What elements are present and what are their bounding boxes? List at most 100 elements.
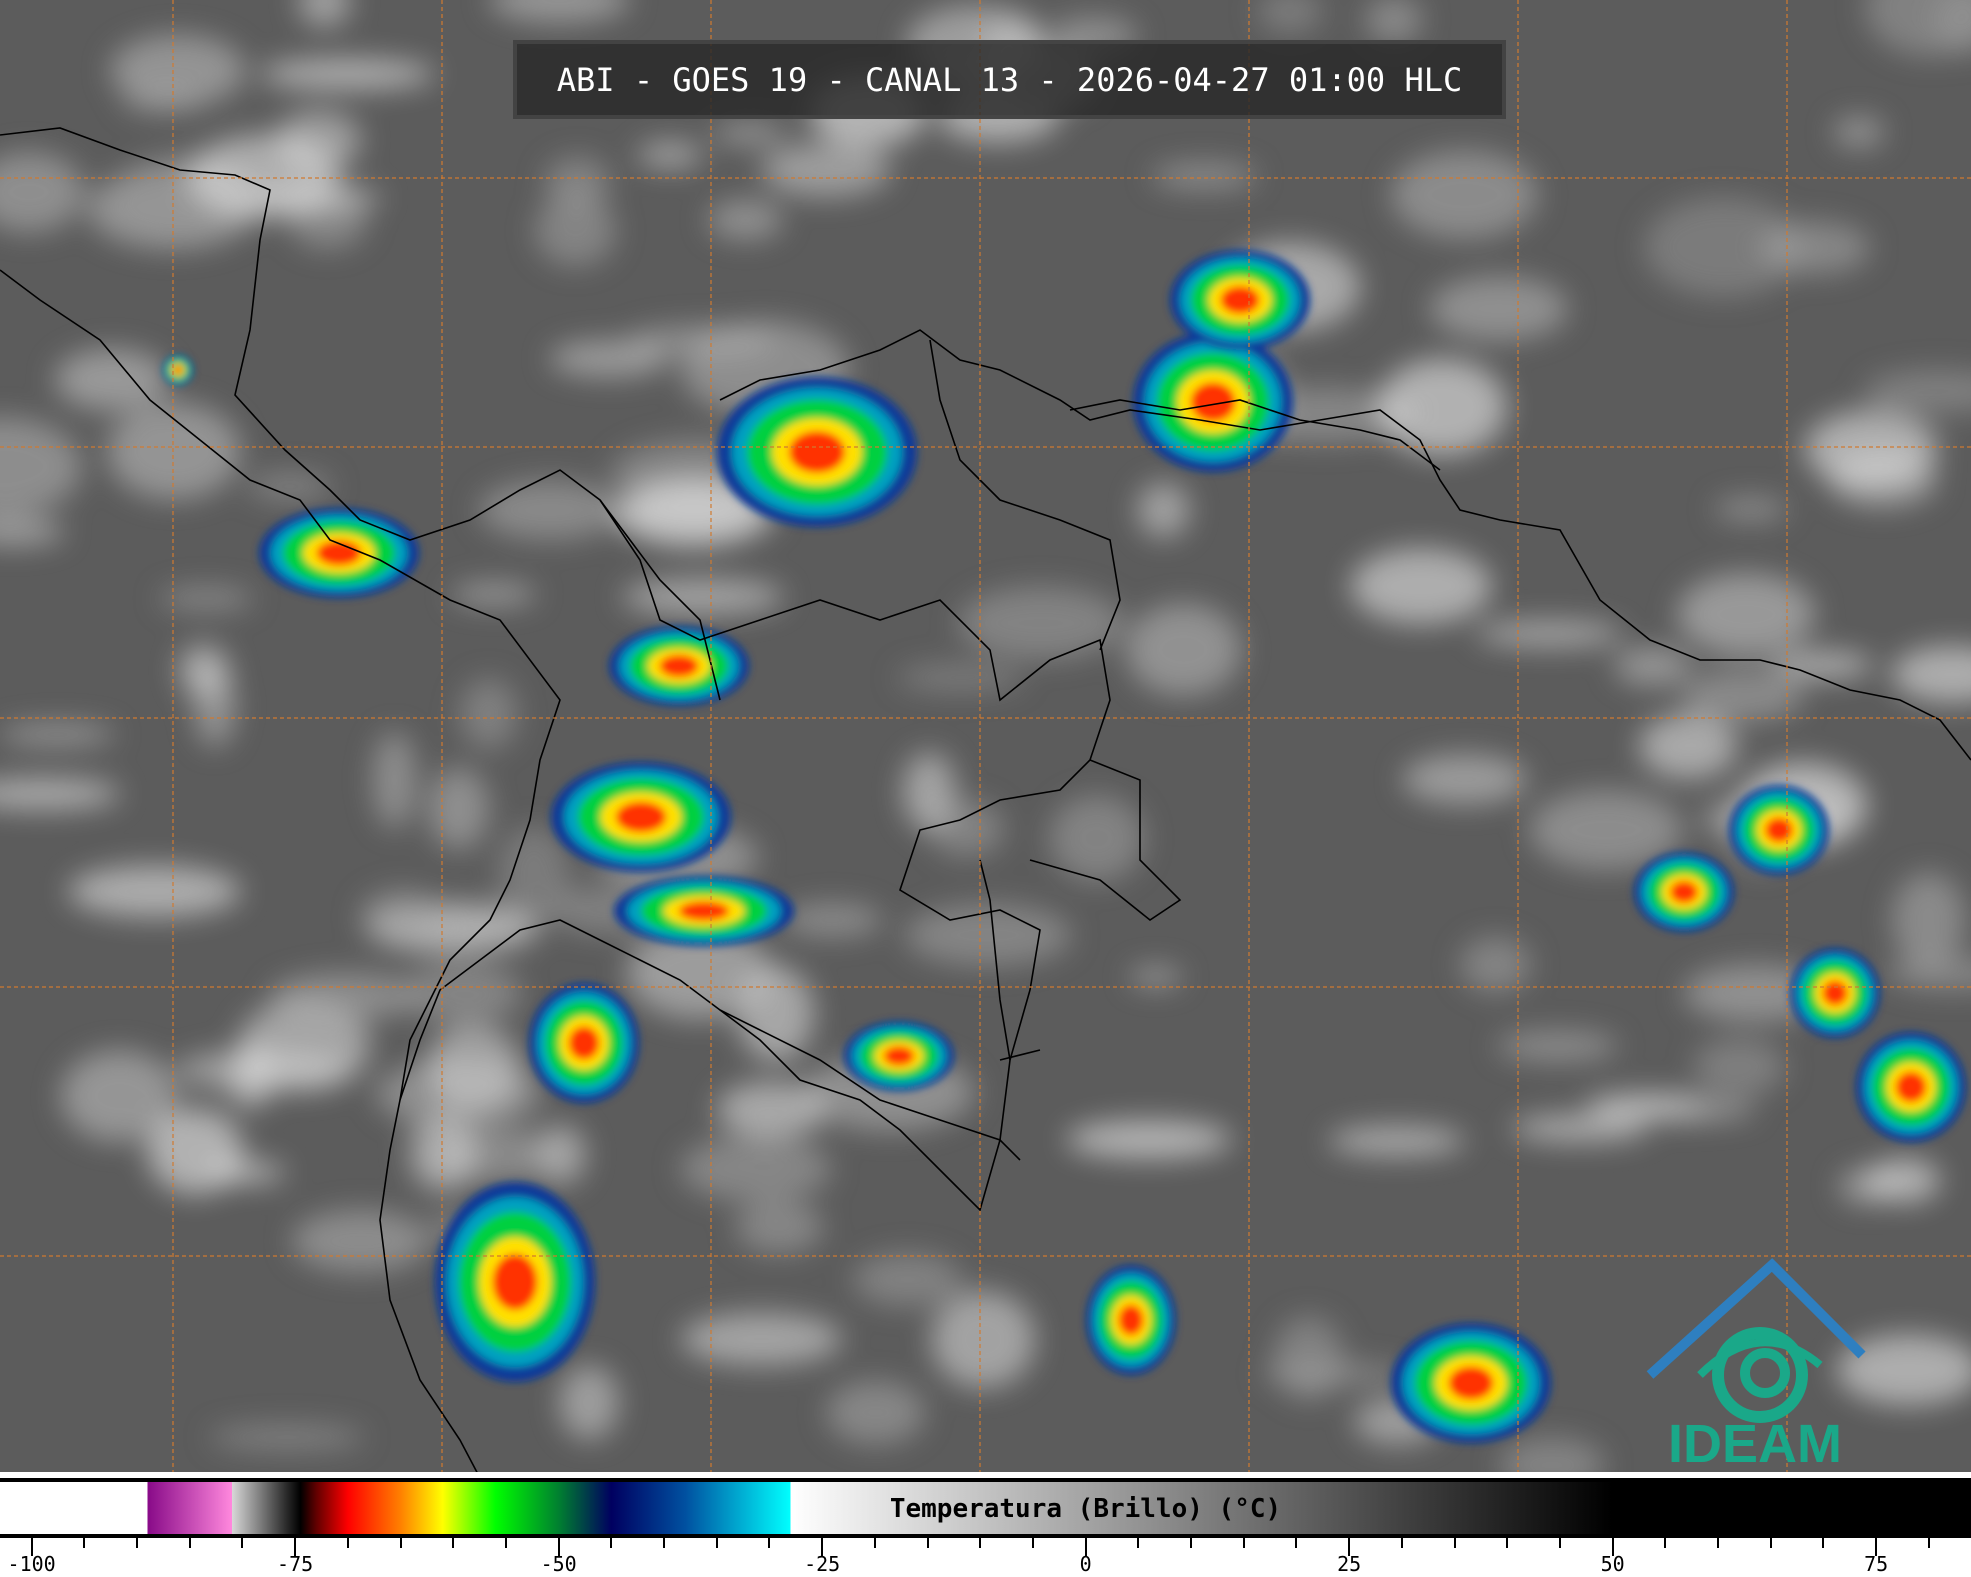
cloud [616, 478, 771, 548]
cloud [0, 723, 116, 746]
cloud [259, 59, 436, 89]
minor-tick [663, 1538, 666, 1548]
minor-tick [926, 1538, 929, 1548]
cloud [122, 89, 205, 113]
minor-tick [1295, 1538, 1298, 1548]
storm-cell [883, 1046, 915, 1066]
cloud [176, 1048, 352, 1092]
cloud [1677, 572, 1816, 656]
lat-lon-grid [0, 0, 1971, 1478]
minor-tick [504, 1538, 507, 1548]
cloud [852, 1252, 963, 1307]
cloud [1499, 1437, 1605, 1478]
cloud-layer [0, 0, 1971, 1478]
cloud [1683, 964, 1828, 1022]
tick-label: 0 [1079, 1552, 1092, 1576]
cloud [1066, 1120, 1232, 1159]
cloud [896, 663, 1024, 692]
cloud [1151, 162, 1258, 190]
cloud [1771, 651, 1874, 679]
cloud [0, 778, 121, 810]
colorbar-label: Temperatura (Brillo) (°C) [889, 1494, 1282, 1524]
coastline-pacific [0, 269, 561, 1478]
tick-label: 50 [1600, 1552, 1625, 1576]
tick-label: -25 [804, 1552, 841, 1576]
coastline-cuba [1069, 399, 1441, 471]
cloud [269, 972, 422, 1020]
cloud [931, 1290, 1036, 1389]
cloud [1758, 221, 1871, 275]
cloud [1865, 0, 1971, 57]
cloud [534, 194, 617, 267]
ideam-logo-icon [1646, 1258, 1866, 1423]
cloud [626, 926, 772, 1019]
minor-tick [768, 1538, 771, 1548]
minor-tick [1927, 1538, 1930, 1548]
cloud [1713, 497, 1788, 522]
cloud [0, 151, 85, 233]
satellite-map [0, 0, 1971, 1478]
storm-cell [173, 365, 183, 375]
cloud [0, 417, 82, 517]
cloud [735, 1200, 824, 1254]
cloud [1328, 1125, 1466, 1157]
cloud [1261, 1362, 1407, 1385]
cloud [1804, 410, 1938, 487]
cloud [427, 767, 490, 850]
minor-tick [1453, 1538, 1456, 1548]
minor-tick [1137, 1538, 1140, 1548]
cloud [1891, 645, 1971, 704]
cloud [147, 1108, 244, 1195]
cloud [178, 644, 229, 697]
cloud [497, 825, 570, 922]
minor-tick [399, 1538, 402, 1548]
minor-tick [83, 1538, 86, 1548]
cloud [159, 587, 254, 610]
minor-tick [1822, 1538, 1825, 1548]
cloud [54, 348, 170, 411]
cloud [1137, 482, 1190, 538]
cloud [548, 340, 669, 378]
colorbar-legend: Temperatura (Brillo) (°C) -100 -75 -50 -25 0… [0, 1472, 1971, 1577]
storm-cell [1118, 1304, 1144, 1336]
tick-label: -100 [7, 1552, 56, 1576]
cloud [544, 156, 610, 209]
minor-tick [1031, 1538, 1034, 1548]
cloud [1365, 0, 1423, 43]
cloud [450, 583, 538, 606]
storm-cell [1190, 382, 1236, 422]
cloud [680, 1135, 832, 1202]
cloud [248, 187, 383, 208]
storm-cell [615, 801, 667, 833]
minor-tick [610, 1538, 613, 1548]
major-tick [30, 1538, 33, 1556]
minor-tick [136, 1538, 139, 1548]
minor-tick [1242, 1538, 1245, 1548]
storm-cell [1220, 286, 1260, 314]
cloud [1693, 1038, 1786, 1096]
cloud [1257, 0, 1323, 34]
cloud [110, 34, 246, 107]
cloud [459, 678, 518, 750]
cloud [0, 518, 65, 546]
cloud [621, 578, 784, 616]
cloud [404, 963, 523, 1023]
cloud [359, 889, 444, 944]
major-tick [821, 1538, 824, 1556]
cloud [680, 1312, 843, 1366]
tick-label: 25 [1337, 1552, 1362, 1576]
image-title: ABI - GOES 19 - CANAL 13 - 2026-04-27 01… [556, 60, 1463, 99]
cloud [1614, 646, 1692, 686]
cloud [558, 1365, 619, 1440]
storm-cell [659, 654, 699, 678]
major-tick [294, 1538, 297, 1556]
minor-tick [1400, 1538, 1403, 1548]
cloud [291, 1209, 431, 1273]
storm-cell [1895, 1071, 1927, 1103]
cloud [209, 1424, 365, 1451]
cloud [298, 0, 351, 28]
cloud [1350, 547, 1492, 625]
cloud [1511, 1114, 1649, 1143]
minor-tick [1190, 1538, 1193, 1548]
title-box: ABI - GOES 19 - CANAL 13 - 2026-04-27 01… [513, 40, 1506, 119]
